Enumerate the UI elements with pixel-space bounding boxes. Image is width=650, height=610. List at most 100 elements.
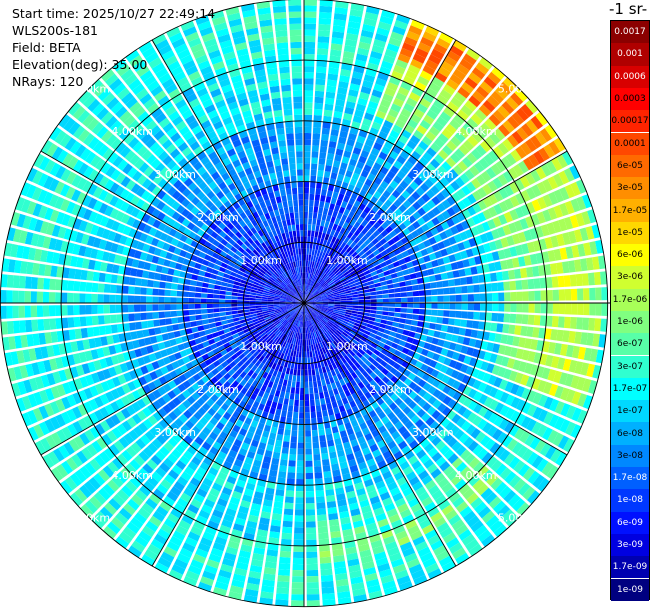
gate-cell xyxy=(560,403,571,417)
gate-cell xyxy=(306,576,319,583)
gate-cell xyxy=(270,388,276,396)
gate-cell xyxy=(417,257,425,265)
gate-cell xyxy=(73,293,80,303)
gate-cell xyxy=(446,218,455,228)
gate-cell xyxy=(259,517,270,525)
gate-cell xyxy=(22,246,31,260)
gate-cell xyxy=(214,317,221,322)
gate-cell xyxy=(278,324,284,331)
gate-cell xyxy=(350,286,357,290)
gate-cell xyxy=(272,327,279,334)
gate-cell xyxy=(307,333,310,340)
gate-cell xyxy=(354,345,361,352)
gate-cell xyxy=(504,292,511,302)
gate-cell xyxy=(150,454,162,466)
gate-cell xyxy=(298,326,301,333)
gate-cell xyxy=(284,348,289,355)
gate-cell xyxy=(317,231,323,239)
gate-cell xyxy=(317,514,327,522)
gate-cell xyxy=(359,549,372,558)
gate-cell xyxy=(412,314,419,320)
gate-cell xyxy=(258,523,269,531)
gate-cell xyxy=(559,247,568,260)
gate-cell xyxy=(274,377,280,384)
gate-cell xyxy=(324,352,329,360)
gate-cell xyxy=(225,455,235,464)
gate-cell xyxy=(319,441,327,448)
gate-cell xyxy=(196,488,208,498)
gate-cell xyxy=(304,84,314,91)
gate-cell xyxy=(97,315,105,325)
gate-cell xyxy=(327,320,334,326)
gate-cell xyxy=(478,104,492,117)
gate-cell xyxy=(121,420,132,432)
gate-cell xyxy=(313,309,320,314)
gate-cell xyxy=(375,136,386,146)
gate-cell xyxy=(543,381,553,395)
gate-cell xyxy=(494,445,506,458)
gate-cell xyxy=(167,437,178,448)
gate-cell xyxy=(346,427,355,436)
gate-cell xyxy=(416,513,429,524)
gate-cell xyxy=(397,536,411,546)
gate-cell xyxy=(563,275,571,287)
gate-cell xyxy=(568,230,577,244)
gate-cell xyxy=(242,395,250,403)
gate-cell xyxy=(427,534,441,546)
gate-cell xyxy=(564,200,575,215)
gate-cell xyxy=(292,305,299,308)
gate-cell xyxy=(554,416,565,431)
gate-cell xyxy=(103,315,111,324)
gate-cell xyxy=(305,466,313,474)
gate-cell xyxy=(429,359,438,368)
gate-cell xyxy=(136,330,144,339)
gate-cell xyxy=(306,545,317,552)
gate-cell xyxy=(388,251,396,259)
gate-cell xyxy=(594,271,602,285)
gate-cell xyxy=(412,375,422,384)
gate-cell xyxy=(365,158,375,168)
gate-cell xyxy=(149,336,158,344)
gate-cell xyxy=(394,208,403,217)
gate-cell xyxy=(233,357,241,364)
gate-cell xyxy=(294,509,304,516)
gate-cell xyxy=(191,425,201,436)
gate-cell xyxy=(348,132,357,141)
gate-cell xyxy=(324,332,329,339)
gate-cell xyxy=(428,54,442,65)
gate-cell xyxy=(304,230,308,237)
gate-cell xyxy=(285,301,292,303)
gate-cell xyxy=(328,364,334,371)
gate-cell xyxy=(287,336,291,343)
gate-cell xyxy=(446,140,458,152)
gate-cell xyxy=(184,322,192,329)
gate-cell xyxy=(331,463,340,471)
gate-cell xyxy=(430,511,443,523)
gate-cell xyxy=(116,314,123,323)
gate-cell xyxy=(388,37,402,47)
gate-cell xyxy=(261,461,270,470)
gate-cell xyxy=(175,525,189,536)
gate-cell xyxy=(107,479,120,492)
gate-cell xyxy=(314,324,318,331)
gate-cell xyxy=(73,305,80,316)
gate-cell xyxy=(304,54,315,61)
gate-cell xyxy=(235,561,249,571)
gate-cell xyxy=(348,211,355,219)
gate-cell xyxy=(332,266,338,273)
gate-cell xyxy=(281,309,288,313)
gate-cell xyxy=(319,311,326,315)
gate-cell xyxy=(127,295,135,303)
gate-cell xyxy=(417,321,424,328)
gate-cell xyxy=(306,345,310,352)
gate-cell xyxy=(420,363,429,372)
gate-cell xyxy=(153,378,162,388)
gate-cell xyxy=(232,364,240,372)
gate-cell xyxy=(14,260,22,274)
gate-cell xyxy=(311,288,317,294)
gate-cell xyxy=(564,373,574,387)
gate-cell xyxy=(178,519,191,531)
gate-cell xyxy=(391,354,399,362)
gate-cell xyxy=(238,353,246,360)
gate-cell xyxy=(330,531,342,539)
